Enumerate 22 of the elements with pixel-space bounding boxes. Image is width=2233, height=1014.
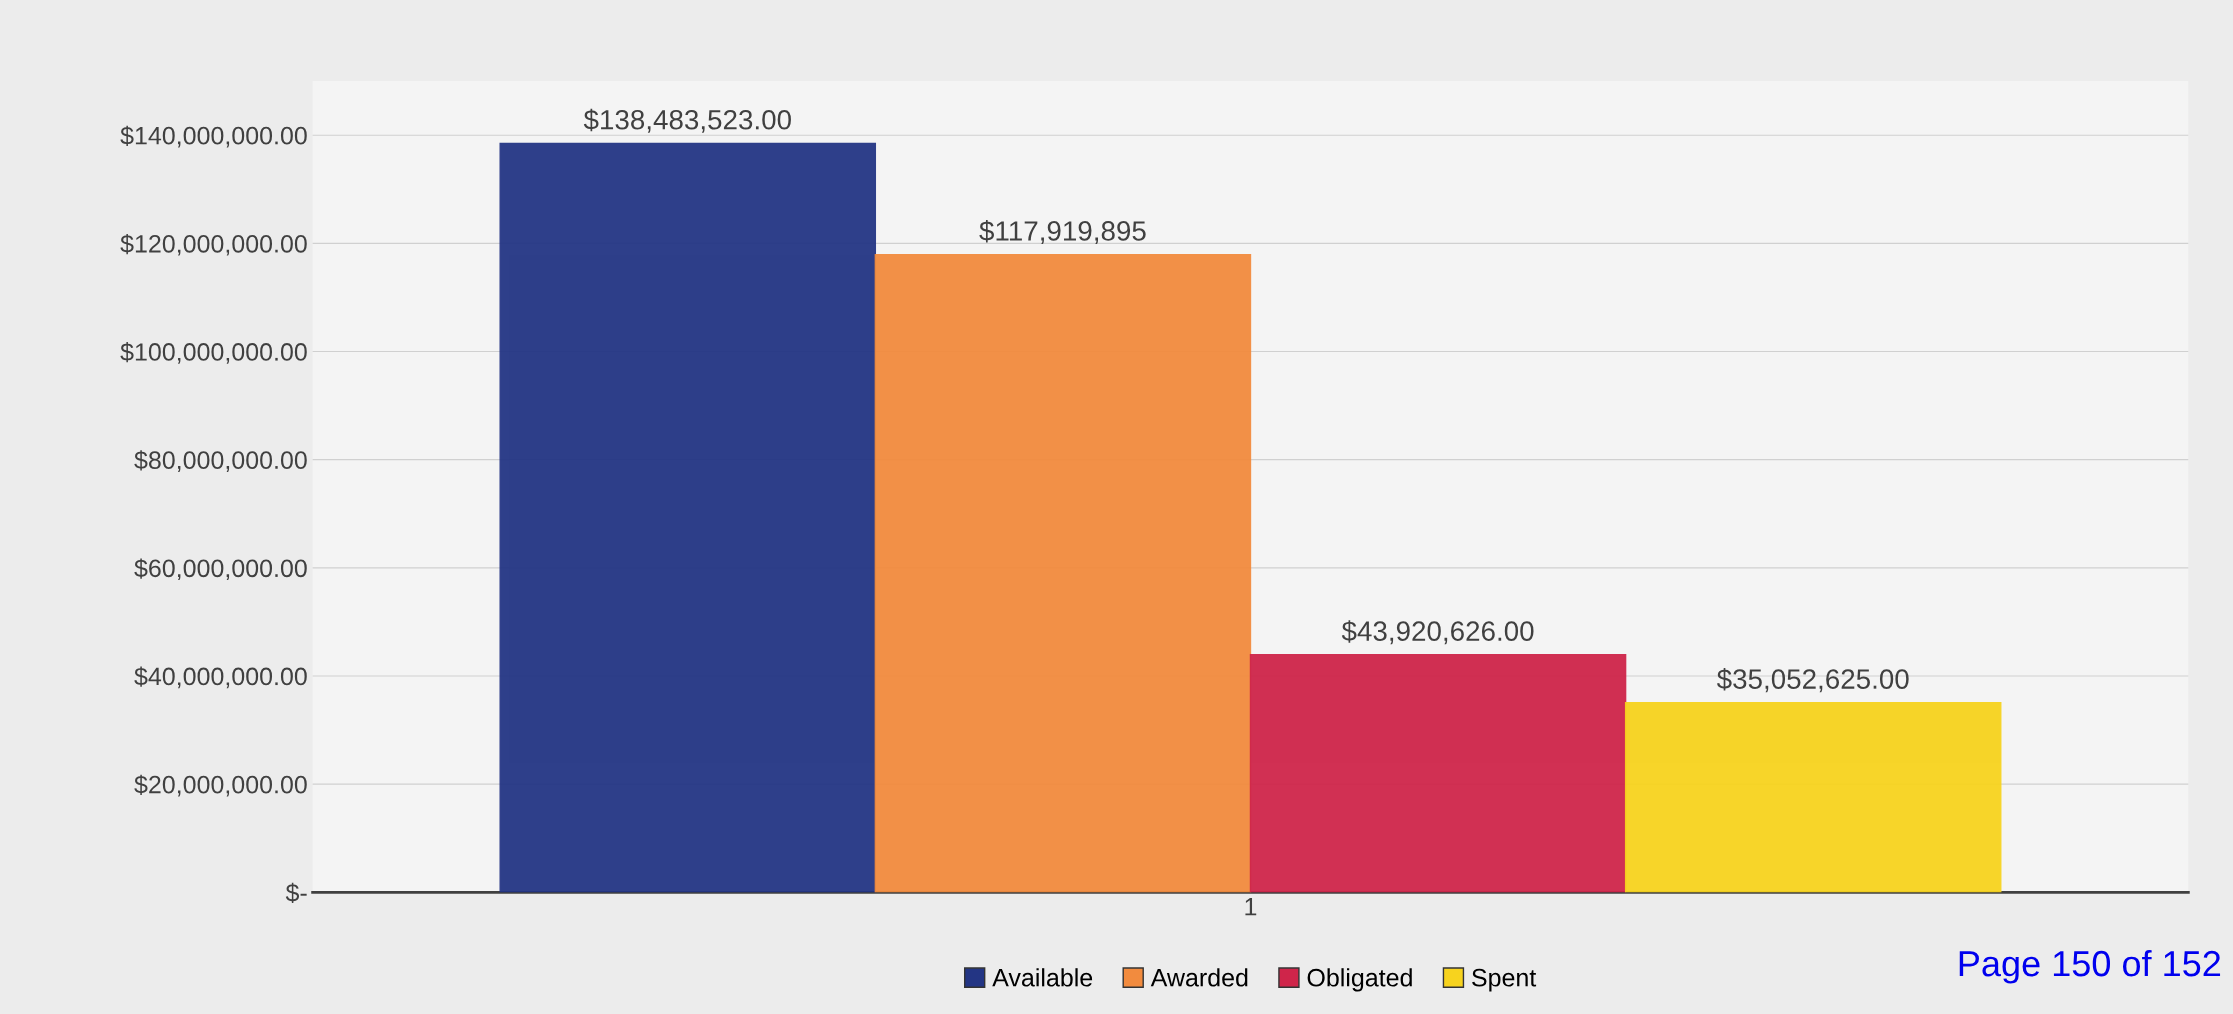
bar bbox=[1624, 702, 2002, 893]
legend-label: Spent bbox=[1472, 968, 1537, 992]
data-label: $117,919,895 bbox=[979, 219, 1146, 245]
text: Page 150 of 152 bbox=[1959, 949, 2221, 984]
y-tick-label: $- bbox=[285, 882, 307, 904]
y-tick-label: $40,000,000.00 bbox=[134, 666, 307, 689]
y-tick-label: $60,000,000.00 bbox=[134, 558, 307, 581]
x-tick-label: 1 bbox=[1245, 898, 1257, 916]
data-label: $35,052,625.00 bbox=[1716, 668, 1909, 693]
y-tick-label: $80,000,000.00 bbox=[134, 450, 307, 472]
y-tick-label: $140,000,000.00 bbox=[120, 125, 307, 148]
legend-label: Obligated bbox=[1307, 968, 1412, 992]
y-tick-label: $20,000,000.00 bbox=[134, 774, 307, 797]
legend-label: Awarded bbox=[1150, 968, 1248, 987]
bar bbox=[499, 142, 877, 893]
y-tick-label: $120,000,000.00 bbox=[120, 233, 307, 256]
y-tick-label: $100,000,000.00 bbox=[120, 342, 307, 364]
bar bbox=[874, 253, 1252, 893]
data-label: $138,483,523.00 bbox=[583, 108, 791, 133]
bar bbox=[1249, 654, 1627, 893]
legend-label: Available bbox=[992, 968, 1093, 987]
data-label: $43,920,626.00 bbox=[1341, 620, 1534, 645]
